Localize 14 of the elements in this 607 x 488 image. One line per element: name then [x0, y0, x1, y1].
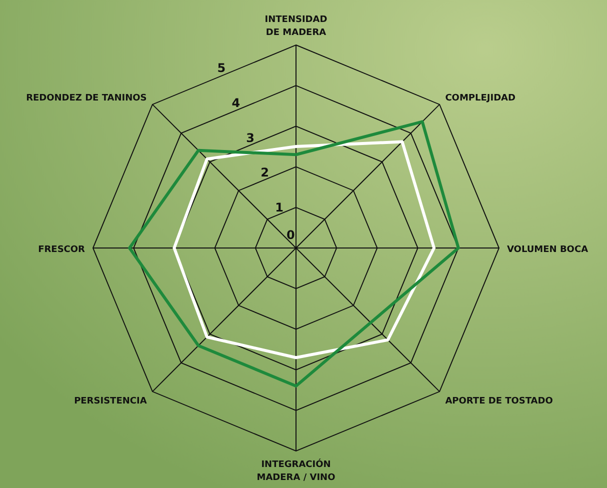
spoke-label: VOLUMEN BOCA [507, 245, 588, 255]
spoke-label: FRESCOR [38, 245, 86, 255]
spoke-label: PERSISTENCIA [74, 396, 147, 407]
y-tick-label: 3 [246, 130, 255, 145]
y-tick-label: 4 [232, 96, 240, 110]
spoke-label: COMPLEJIDAD [445, 93, 516, 104]
spoke-label: APORTE DE TOSTADO [445, 396, 554, 407]
y-tick-label: 1 [275, 200, 284, 215]
y-tick-label: 0 [286, 228, 295, 242]
spoke-label: INTEGRACIÓN MADERA / VINO [256, 458, 336, 483]
spoke-label: INTENSIDAD DE MADERA [264, 15, 328, 38]
y-tick-label: 5 [217, 61, 226, 76]
y-tick-label: 2 [260, 166, 269, 180]
spoke-label: REDONDEZ DE TANINOS [26, 93, 147, 104]
